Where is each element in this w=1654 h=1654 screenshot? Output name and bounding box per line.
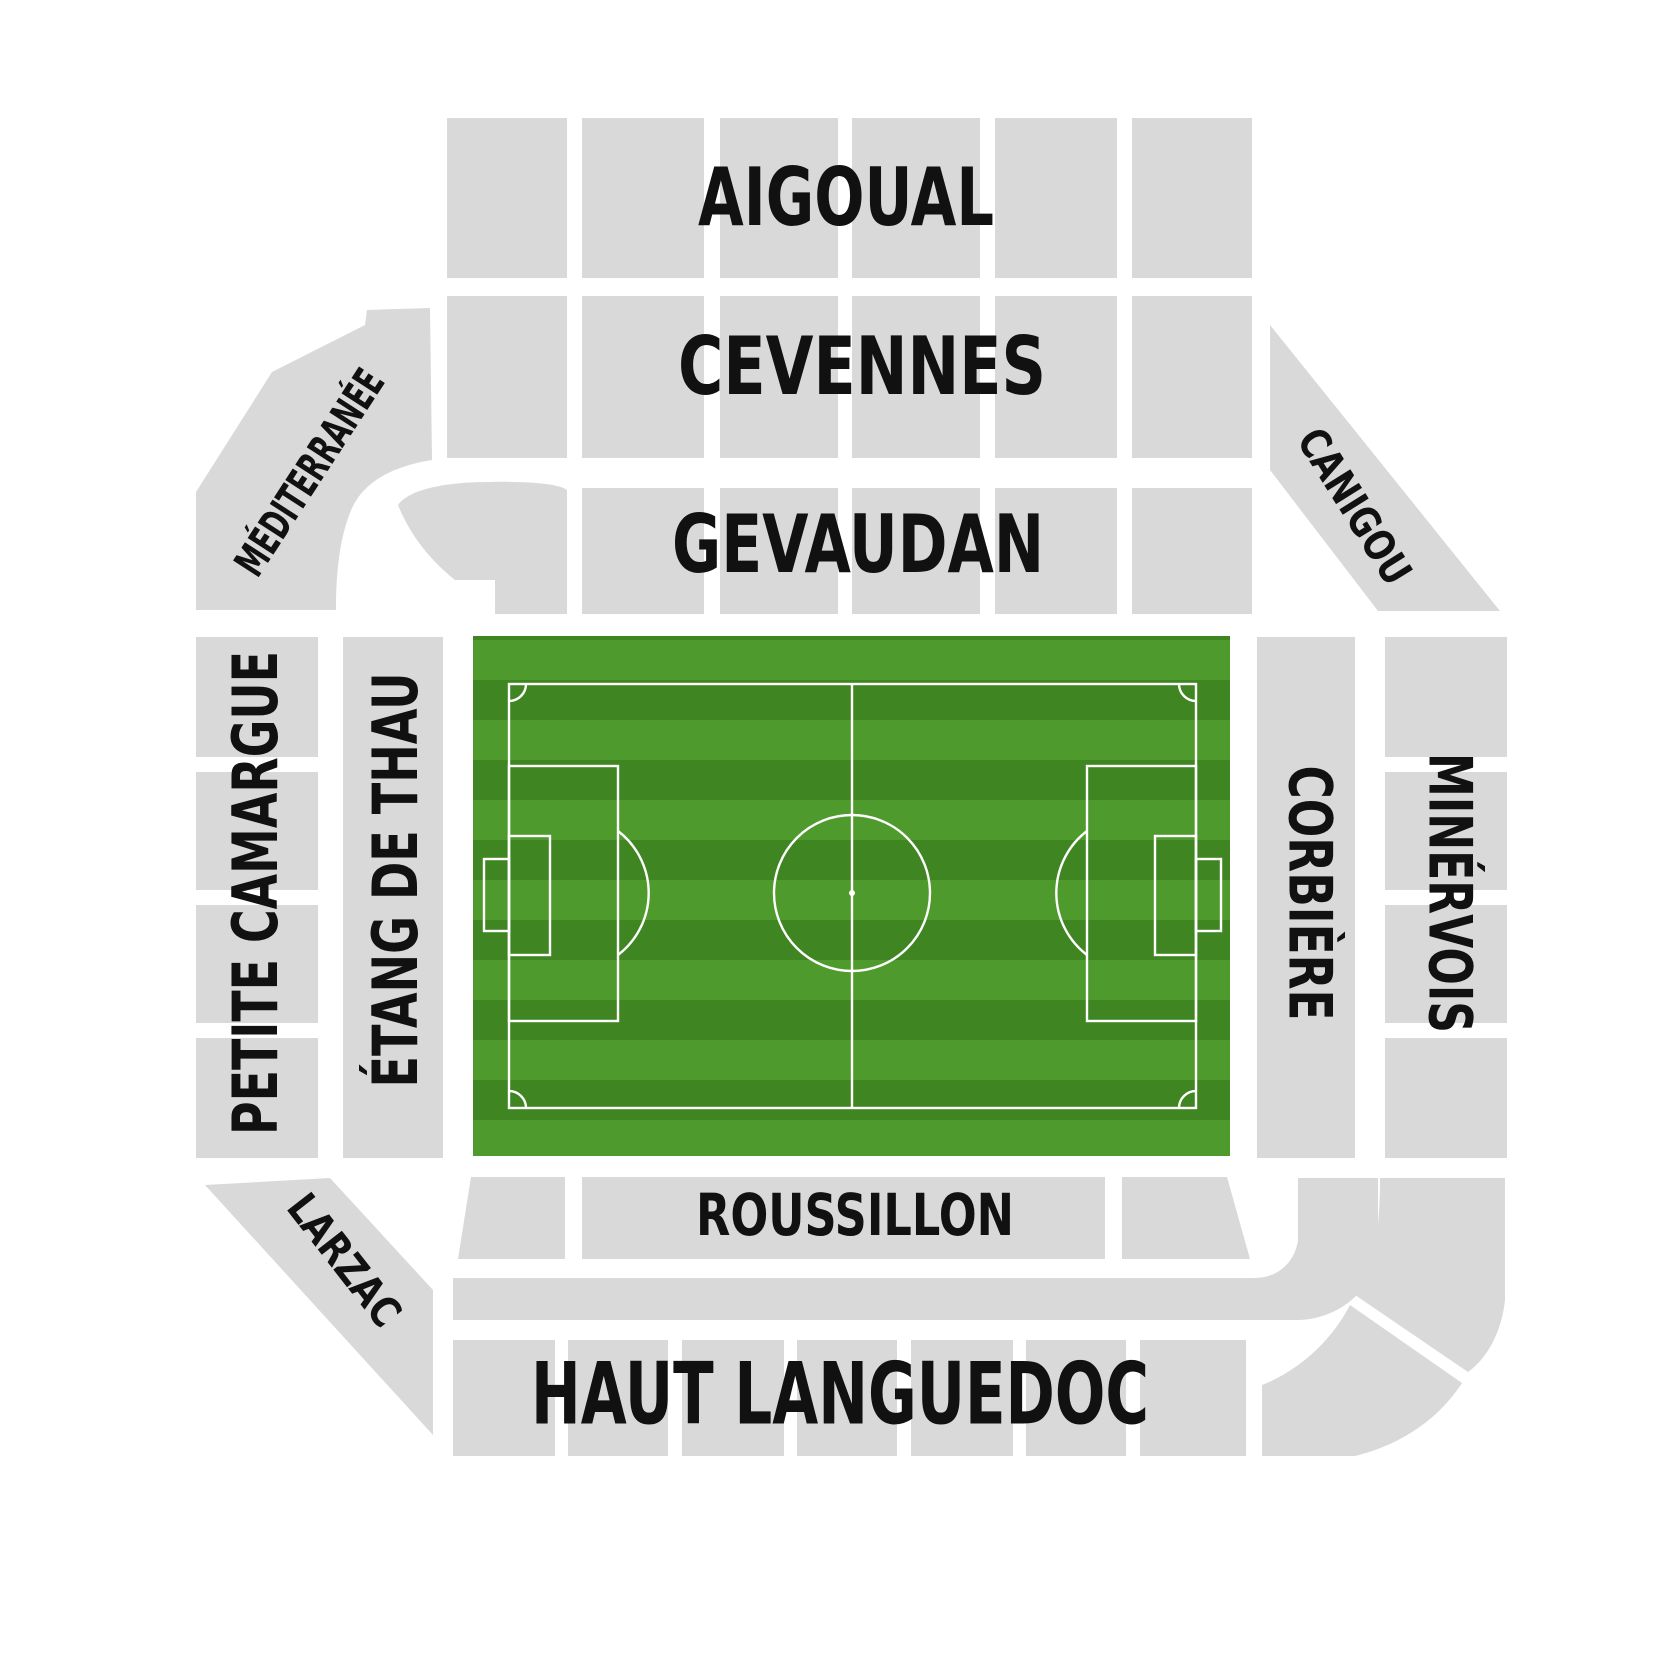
stand-gevaudan[interactable]: GEVAUDAN (398, 481, 1252, 614)
cevennes-block[interactable] (995, 296, 1117, 458)
aigoual-block[interactable] (995, 118, 1117, 278)
cevennes-block[interactable] (852, 296, 980, 458)
stand-label-gevaudan: GEVAUDAN (672, 498, 1044, 591)
haut-languedoc-block[interactable] (1026, 1340, 1126, 1456)
cevennes-block[interactable] (582, 296, 704, 458)
stand-mediterranee[interactable]: MÉDITERRANÉE (196, 308, 432, 610)
gevaudan-curved-block[interactable] (398, 481, 567, 614)
stand-label-roussillon: ROUSSILLON (696, 1181, 1014, 1249)
corner-inner-block[interactable] (1355, 1178, 1505, 1372)
stand-label-minervois: MINÉRVOIS (1414, 753, 1486, 1033)
petite-camargue-block[interactable] (196, 772, 318, 890)
stand-etang-de-thau[interactable]: ÉTANG DE THAU (343, 637, 443, 1158)
stand-label-petite-camargue: PETITE CAMARGUE (219, 651, 292, 1135)
etang-de-thau-block[interactable] (343, 637, 443, 1158)
roussillon-block[interactable] (1122, 1177, 1250, 1259)
minervois-block[interactable] (1385, 637, 1507, 757)
haut-languedoc-block[interactable] (911, 1340, 1013, 1456)
gevaudan-block[interactable] (1132, 488, 1252, 614)
aigoual-block[interactable] (852, 118, 980, 278)
gevaudan-block[interactable] (720, 488, 838, 614)
petite-camargue-block[interactable] (196, 1038, 318, 1158)
haut-languedoc-block[interactable] (1140, 1340, 1246, 1456)
roussillon-block[interactable] (458, 1177, 565, 1259)
stand-cevennes[interactable]: CEVENNES (447, 296, 1252, 458)
minervois-block[interactable] (1385, 772, 1507, 890)
stand-corbiere[interactable]: CORBIÈRE (1257, 637, 1355, 1158)
stand-canigou[interactable]: CANIGOU (1270, 325, 1500, 611)
haut-languedoc-block[interactable] (568, 1340, 668, 1456)
stand-label-cevennes: CEVENNES (678, 320, 1046, 413)
stand-minervois[interactable]: MINÉRVOIS (1385, 637, 1507, 1158)
mediterranee-curved-block[interactable] (196, 308, 432, 610)
corbiere-block[interactable] (1257, 637, 1355, 1158)
haut-languedoc-block[interactable] (797, 1340, 897, 1456)
football-pitch (473, 636, 1230, 1156)
stand-label-haut-languedoc: HAUT LANGUEDOC (531, 1344, 1149, 1444)
stand-label-aigoual: AIGOUAL (698, 151, 994, 244)
cevennes-block[interactable] (720, 296, 838, 458)
stand-haut-languedoc[interactable]: HAUT LANGUEDOC (453, 1340, 1246, 1456)
stand-label-etang-de-thau: ÉTANG DE THAU (359, 673, 432, 1088)
stand-roussillon[interactable]: ROUSSILLON (458, 1177, 1250, 1259)
gevaudan-block[interactable] (582, 488, 704, 614)
stand-aigoual[interactable]: AIGOUAL (447, 118, 1252, 278)
gevaudan-block[interactable] (995, 488, 1117, 614)
corner-outer-block[interactable] (1262, 1305, 1462, 1456)
aigoual-block[interactable] (582, 118, 704, 278)
stand-petite-camargue[interactable]: PETITE CAMARGUE (196, 637, 318, 1158)
petite-camargue-block[interactable] (196, 637, 318, 757)
aigoual-block[interactable] (720, 118, 838, 278)
aigoual-block[interactable] (447, 118, 567, 278)
concourse-walkway (453, 1178, 1378, 1320)
roussillon-block[interactable] (582, 1177, 1105, 1259)
minervois-block[interactable] (1385, 1038, 1507, 1158)
aigoual-block[interactable] (1132, 118, 1252, 278)
cevennes-block[interactable] (447, 296, 567, 458)
minervois-block[interactable] (1385, 905, 1507, 1023)
gevaudan-block[interactable] (852, 488, 980, 614)
petite-camargue-block[interactable] (196, 905, 318, 1023)
haut-languedoc-block[interactable] (453, 1340, 555, 1456)
stand-label-corbiere: CORBIÈRE (1274, 766, 1346, 1021)
pitch-markings (482, 682, 1223, 1110)
stand-larzac[interactable]: LARZAC (205, 1178, 433, 1435)
stand-corner-bottom-right[interactable] (1262, 1178, 1505, 1456)
haut-languedoc-block[interactable] (682, 1340, 784, 1456)
larzac-diagonal-block[interactable] (205, 1178, 433, 1435)
cevennes-block[interactable] (1132, 296, 1252, 458)
canigou-diagonal-block[interactable] (1270, 325, 1500, 611)
